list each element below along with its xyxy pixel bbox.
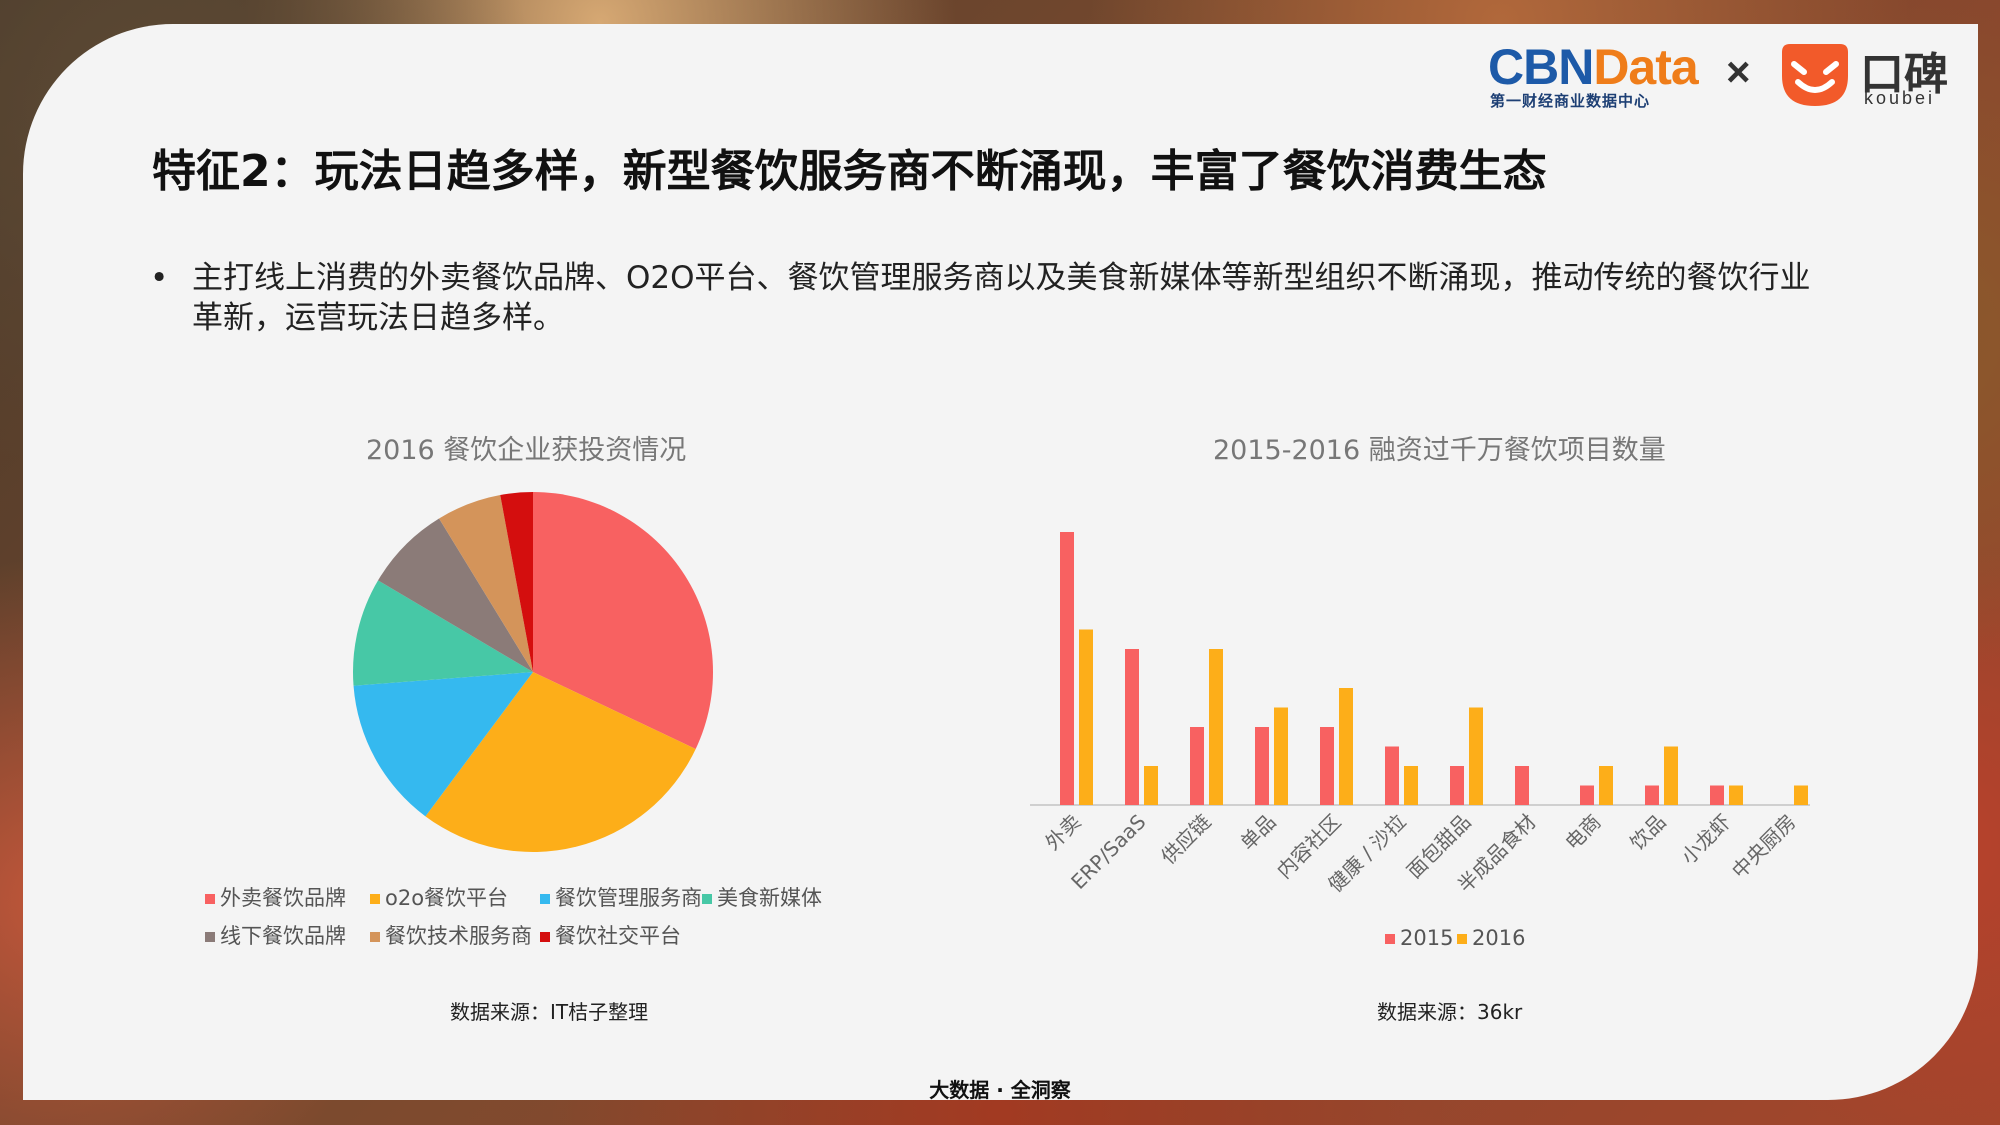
pie-slice-1 bbox=[425, 672, 696, 852]
bar-2015-9 bbox=[1645, 785, 1659, 805]
pie-legend-item-2: 餐饮管理服务商 bbox=[540, 882, 702, 912]
bar-legend-label-0: 2015 bbox=[1400, 926, 1454, 950]
pie-legend-label-6: 餐饮社交平台 bbox=[555, 924, 681, 948]
bar-2015-4 bbox=[1320, 727, 1334, 805]
pie-legend-label-3: 美食新媒体 bbox=[717, 886, 822, 910]
bar-2016-2 bbox=[1209, 649, 1223, 805]
bar-2016-4 bbox=[1339, 688, 1353, 805]
bar-category-label-10: 小龙虾 bbox=[1676, 810, 1735, 869]
bar-2016-11 bbox=[1794, 785, 1808, 805]
bar-source: 数据来源：36kr bbox=[1377, 1000, 1523, 1024]
pie-legend-label-1: o2o餐饮平台 bbox=[385, 886, 509, 910]
times-symbol: × bbox=[1726, 48, 1751, 95]
bar-category-label-2: 供应链 bbox=[1156, 810, 1215, 869]
pie-legend-label-2: 餐饮管理服务商 bbox=[555, 886, 702, 910]
pie-source: 数据来源：IT桔子整理 bbox=[450, 1000, 649, 1024]
pie-slice-3 bbox=[353, 580, 533, 686]
pie-legend-label-4: 线下餐饮品牌 bbox=[220, 924, 346, 948]
bar-2015-3 bbox=[1255, 727, 1269, 805]
bar-2016-9 bbox=[1664, 746, 1678, 805]
pie-legend-swatch-3 bbox=[702, 894, 712, 904]
bar-legend-label-1: 2016 bbox=[1472, 926, 1526, 950]
bar-chart: 外卖ERP/SaaS 供应链 单品内容社区健康 / 沙拉面包甜品半成品食材 电商 饮品小… bbox=[1030, 532, 1810, 897]
cbndata-subtitle: 第一财经商业数据中心 bbox=[1490, 92, 1651, 110]
pie-slice-4 bbox=[378, 518, 533, 672]
bar-2016-0 bbox=[1079, 629, 1093, 805]
bar-2015-5 bbox=[1385, 746, 1399, 805]
pie-legend-swatch-2 bbox=[540, 894, 550, 904]
pie-legend-item-4: 线下餐饮品牌 bbox=[205, 920, 346, 950]
bar-legend-swatch-1 bbox=[1457, 934, 1467, 944]
pie-legend-label-0: 外卖餐饮品牌 bbox=[220, 886, 346, 910]
bullet-marker: • bbox=[150, 260, 169, 296]
bar-2015-8 bbox=[1580, 785, 1594, 805]
slide-card bbox=[23, 24, 1978, 1100]
bar-2016-3 bbox=[1274, 707, 1288, 805]
cbndata-logo: CBNData bbox=[1488, 39, 1699, 95]
bar-2015-2 bbox=[1190, 727, 1204, 805]
pie-legend-item-3: 美食新媒体 bbox=[702, 882, 822, 912]
bar-category-label-3: 单品 bbox=[1235, 810, 1280, 855]
bar-2015-10 bbox=[1710, 785, 1724, 805]
bar-category-label-9: 饮品 bbox=[1625, 810, 1670, 855]
pie-slice-5 bbox=[439, 495, 533, 672]
koubei-logo-subtext: koubei bbox=[1864, 88, 1936, 108]
pie-legend-swatch-5 bbox=[370, 932, 380, 942]
pie-legend-item-5: 餐饮技术服务商 bbox=[370, 920, 532, 950]
pie-legend-item-0: 外卖餐饮品牌 bbox=[205, 882, 346, 912]
bar-2016-6 bbox=[1469, 707, 1483, 805]
bar-chart-title: 2015-2016 融资过千万餐饮项目数量 bbox=[1213, 435, 1666, 466]
bar-2016-5 bbox=[1404, 766, 1418, 805]
pie-legend-item-6: 餐饮社交平台 bbox=[540, 920, 681, 950]
pie-slice-0 bbox=[533, 492, 713, 750]
bar-2015-0 bbox=[1060, 532, 1074, 805]
bar-legend-swatch-0 bbox=[1385, 934, 1395, 944]
bar-2016-8 bbox=[1599, 766, 1613, 805]
bar-category-label-8: 电商 bbox=[1560, 810, 1605, 855]
bar-legend-item-1: 2016 bbox=[1457, 926, 1525, 950]
pie-legend-swatch-1 bbox=[370, 894, 380, 904]
pie-chart-title: 2016 餐饮企业获投资情况 bbox=[366, 435, 687, 466]
koubei-logo-icon bbox=[1782, 44, 1848, 106]
bar-2015-1 bbox=[1125, 649, 1139, 805]
pie-chart bbox=[353, 492, 713, 852]
pie-legend-item-1: o2o餐饮平台 bbox=[370, 882, 508, 912]
pie-legend-swatch-4 bbox=[205, 932, 215, 942]
pie-legend-swatch-0 bbox=[205, 894, 215, 904]
pie-legend: 外卖餐饮品牌 o2o餐饮平台 餐饮管理服务商 美食新媒体线下餐饮品牌 餐饮技术服务商 餐饮… bbox=[205, 882, 885, 962]
koubei-logo-text: 口碑 bbox=[1860, 49, 1948, 100]
pie-legend-swatch-6 bbox=[540, 932, 550, 942]
logo-area: CBNData 第一财经商业数据中心 × 口碑 koubei bbox=[1488, 42, 1958, 112]
bar-legend: 2015 2016 bbox=[1385, 926, 1585, 956]
bar-category-label-11: 中央厨房 bbox=[1727, 810, 1801, 884]
bullet-text: 主打线上消费的外卖餐饮品牌、O2O平台、餐饮管理服务商以及美食新媒体等新型组织不… bbox=[192, 260, 1811, 336]
footer-tagline: 大数据 · 全洞察 bbox=[929, 1078, 1071, 1102]
bar-2016-1 bbox=[1144, 766, 1158, 805]
bar-2015-7 bbox=[1515, 766, 1529, 805]
bar-2015-6 bbox=[1450, 766, 1464, 805]
bar-legend-item-0: 2015 bbox=[1385, 926, 1453, 950]
bar-category-label-0: 外卖 bbox=[1040, 810, 1085, 855]
pie-legend-label-5: 餐饮技术服务商 bbox=[385, 924, 532, 948]
pie-slice-6 bbox=[500, 492, 533, 672]
pie-slice-2 bbox=[353, 672, 533, 817]
slide-title: 特征2：玩法日趋多样，新型餐饮服务商不断涌现，丰富了餐饮消费生态 bbox=[152, 146, 1547, 197]
bar-2016-10 bbox=[1729, 785, 1743, 805]
